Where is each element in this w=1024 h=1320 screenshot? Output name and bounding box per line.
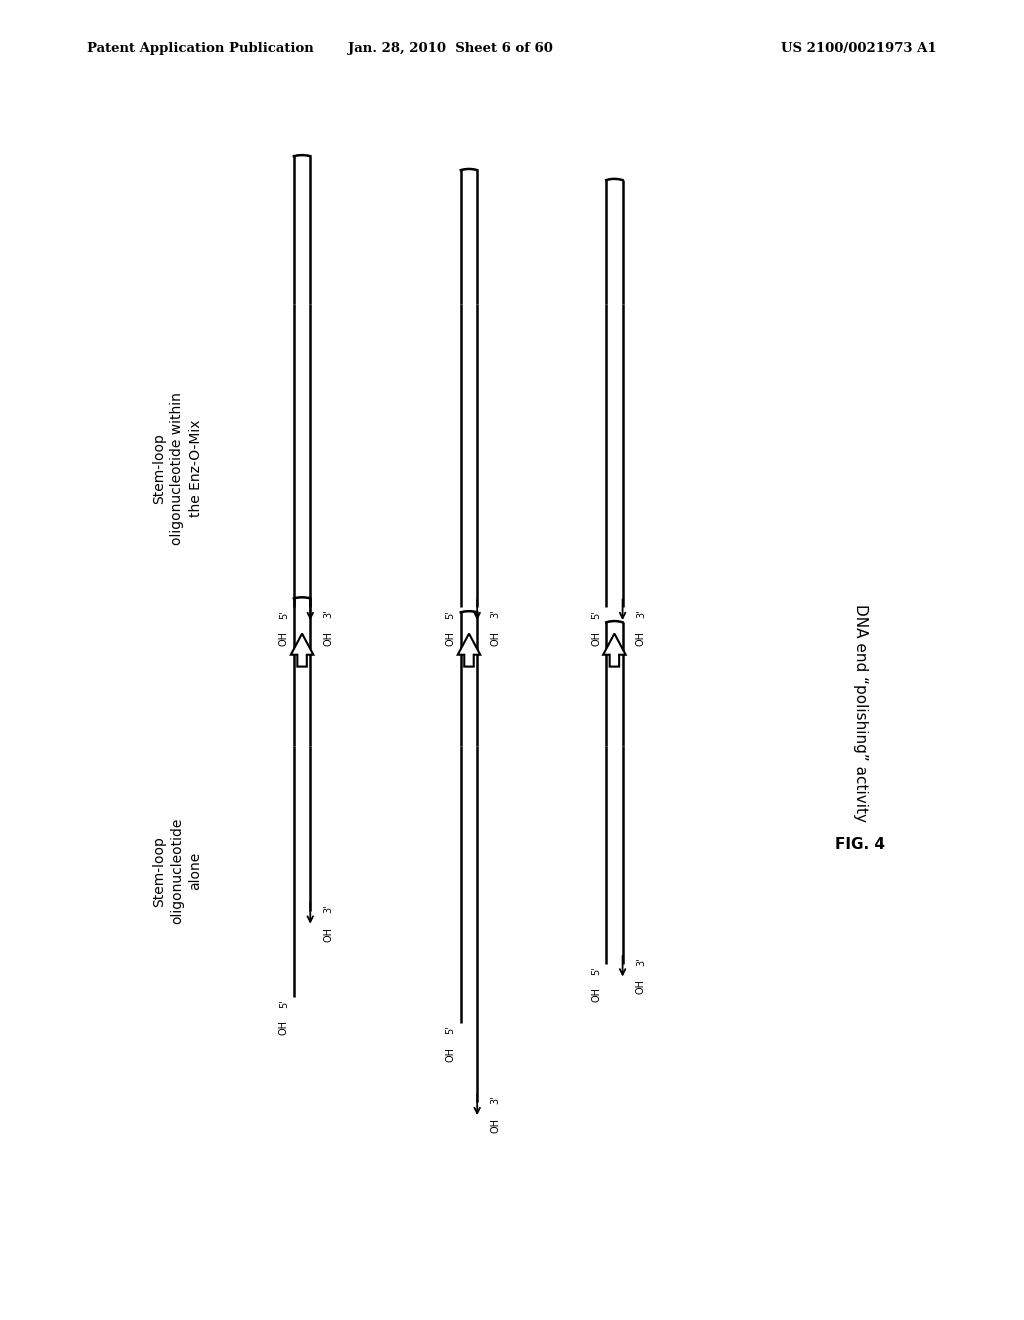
Text: 5': 5' <box>445 1026 456 1035</box>
Polygon shape <box>291 634 313 667</box>
Text: Jan. 28, 2010  Sheet 6 of 60: Jan. 28, 2010 Sheet 6 of 60 <box>348 42 553 55</box>
Text: 3': 3' <box>324 610 334 619</box>
Polygon shape <box>603 634 626 667</box>
Text: 5': 5' <box>591 966 601 975</box>
Text: 5': 5' <box>279 999 289 1008</box>
Text: 3': 3' <box>490 610 501 619</box>
Text: OH: OH <box>636 631 646 645</box>
Text: OH: OH <box>324 927 334 941</box>
Text: OH: OH <box>445 631 456 645</box>
Text: 5': 5' <box>591 610 601 619</box>
Text: 3': 3' <box>636 957 646 966</box>
Text: Stem-loop
oligonucleotide
alone: Stem-loop oligonucleotide alone <box>152 818 203 924</box>
Text: 3': 3' <box>490 1096 501 1105</box>
Text: OH: OH <box>279 1020 289 1035</box>
Text: US 2100/0021973 A1: US 2100/0021973 A1 <box>781 42 937 55</box>
Text: FIG. 4: FIG. 4 <box>836 837 885 853</box>
Text: OH: OH <box>324 631 334 645</box>
Text: OH: OH <box>445 1047 456 1061</box>
Text: OH: OH <box>490 1118 501 1133</box>
Text: DNA end “polishing” activity: DNA end “polishing” activity <box>853 603 867 822</box>
Text: Patent Application Publication: Patent Application Publication <box>87 42 313 55</box>
Text: 3': 3' <box>636 610 646 619</box>
Text: OH: OH <box>636 979 646 994</box>
Text: Stem-loop
oligonucleotide within
the Enz-O-Mix: Stem-loop oligonucleotide within the Enz… <box>152 392 203 545</box>
Polygon shape <box>458 634 480 667</box>
Text: 5': 5' <box>279 610 289 619</box>
Text: OH: OH <box>591 987 601 1002</box>
Text: 5': 5' <box>445 610 456 619</box>
Text: 3': 3' <box>324 904 334 913</box>
Text: OH: OH <box>490 631 501 645</box>
Text: OH: OH <box>279 631 289 645</box>
Text: OH: OH <box>591 631 601 645</box>
